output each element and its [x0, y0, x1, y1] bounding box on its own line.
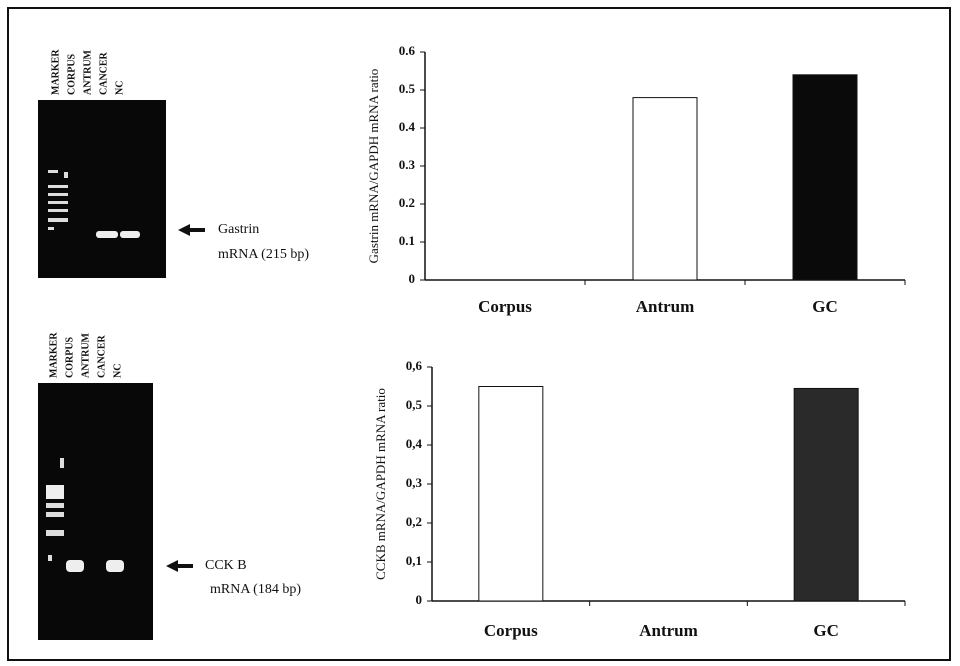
y-tick-label: 0	[416, 592, 423, 607]
y-tick-label: 0.4	[399, 119, 416, 134]
lane-label: MARKER	[50, 49, 61, 95]
figure: MARKER CORPUS ANTRUM CANCER NC Gastrin mRNA (2…	[0, 0, 960, 666]
y-tick-label: 0,5	[406, 397, 423, 412]
y-tick-label: 0.6	[399, 43, 416, 58]
band-annotation: CCK B	[205, 558, 247, 573]
lane-label: CORPUS	[66, 53, 77, 95]
lane-label: CANCER	[96, 334, 107, 378]
y-axis-label: Gastrin mRNA/GAPDH mRNA ratio	[366, 69, 381, 264]
y-tick-label: 0	[409, 271, 416, 286]
bar	[793, 75, 857, 280]
gel-image	[38, 383, 153, 640]
y-tick-label: 0,1	[406, 553, 422, 568]
arrow	[178, 224, 205, 236]
y-axis-label: CCKB mRNA/GAPDH mRNA ratio	[373, 388, 388, 580]
y-tick-label: 0.5	[399, 81, 416, 96]
lane-label: MARKER	[48, 332, 59, 378]
lane-label: CANCER	[98, 51, 109, 95]
x-tick-label: GC	[813, 621, 839, 640]
y-tick-label: 0,2	[406, 514, 422, 529]
x-tick-label: Antrum	[639, 621, 698, 640]
bar	[479, 387, 543, 602]
lane-label: NC	[114, 81, 125, 95]
band-annotation: mRNA (184 bp)	[210, 582, 301, 597]
y-tick-label: 0.2	[399, 195, 415, 210]
bar	[633, 98, 697, 280]
x-tick-label: Corpus	[484, 621, 538, 640]
x-tick-label: Antrum	[636, 297, 695, 316]
y-tick-label: 0,3	[406, 475, 423, 490]
lane-label: ANTRUM	[82, 49, 93, 95]
y-tick-label: 0,4	[406, 436, 423, 451]
x-tick-label: GC	[812, 297, 838, 316]
gel-image	[38, 100, 166, 278]
bar	[794, 388, 858, 601]
y-tick-label: 0,6	[406, 358, 423, 373]
band-annotation: Gastrin	[218, 222, 259, 237]
lane-label: ANTRUM	[80, 332, 91, 378]
band-annotation: mRNA (215 bp)	[218, 247, 309, 262]
lane-label: NC	[112, 364, 123, 378]
y-tick-label: 0.1	[399, 233, 415, 248]
lane-label: CORPUS	[64, 336, 75, 378]
x-tick-label: Corpus	[478, 297, 532, 316]
arrow	[166, 560, 193, 572]
y-tick-label: 0.3	[399, 157, 416, 172]
